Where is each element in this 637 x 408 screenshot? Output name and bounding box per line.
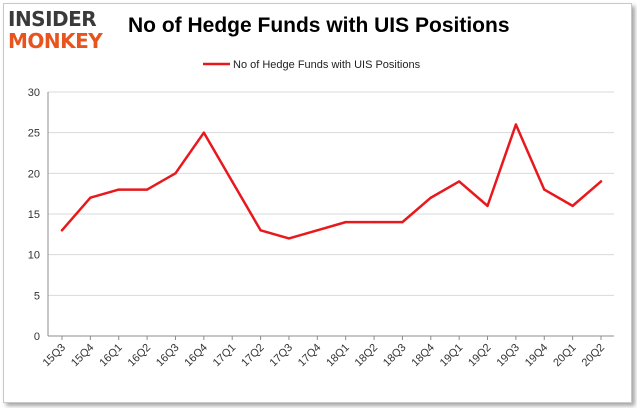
series-line (60, 123, 603, 240)
x-tick-label: 19Q4 (523, 342, 551, 370)
data-point (60, 229, 64, 232)
y-tick-labels: 0 5 10 15 20 25 30 (28, 87, 40, 343)
y-tick-label: 25 (28, 128, 40, 140)
x-tick-label: 17Q3 (268, 342, 296, 370)
data-point (543, 188, 546, 191)
x-tick-label: 18Q4 (409, 342, 437, 370)
x-tick-label: 18Q2 (353, 342, 381, 370)
x-tick-label: 19Q3 (494, 342, 522, 370)
x-tick-label: 16Q2 (126, 342, 154, 370)
x-tick-label: 19Q1 (438, 342, 466, 370)
y-tick-label: 5 (34, 290, 40, 302)
data-point (231, 180, 234, 183)
x-tick-label: 15Q4 (69, 342, 97, 370)
x-tick-label: 20Q2 (580, 342, 608, 370)
x-tick-label: 17Q1 (211, 342, 239, 370)
insider-monkey-logo: INSIDER MONKEY (8, 8, 118, 54)
data-point (372, 220, 376, 224)
x-tick-label: 18Q3 (381, 342, 409, 370)
x-tick-label: 15Q3 (41, 342, 69, 370)
y-tick-label: 0 (34, 331, 40, 343)
data-point (202, 131, 206, 134)
logo-text-bottom: MONKEY (8, 29, 103, 53)
y-tick-label: 20 (28, 168, 40, 180)
logo-text-top: INSIDER (8, 7, 97, 31)
data-point (571, 204, 574, 208)
data-point (145, 188, 149, 191)
chart-title: No of Hedge Funds with UIS Positions (128, 14, 510, 37)
x-tick-labels: 15Q3 15Q4 16Q1 16Q2 16Q3 16Q4 17Q1 17Q2 17Q3 17Q4… (41, 342, 608, 370)
x-tick-label: 17Q4 (296, 342, 324, 370)
legend: No of Hedge Funds with UIS Positions (203, 59, 421, 71)
data-point (457, 180, 461, 183)
x-tick-label: 18Q1 (324, 342, 352, 370)
x-tick-label: 19Q2 (466, 342, 494, 370)
y-tick-label: 15 (28, 209, 40, 221)
x-tick-label: 20Q1 (551, 342, 579, 370)
legend-label: No of Hedge Funds with UIS Positions (233, 59, 421, 71)
x-tick-label: 16Q3 (154, 342, 182, 370)
x-tick-label: 16Q1 (97, 342, 125, 370)
y-tick-label: 10 (28, 250, 40, 262)
data-point (89, 196, 92, 199)
y-tick-label: 30 (28, 87, 40, 99)
x-tick-label: 17Q2 (239, 342, 267, 370)
data-point (599, 180, 603, 183)
axes (47, 92, 614, 340)
data-point (401, 220, 404, 224)
data-point (344, 220, 347, 224)
data-point (316, 229, 319, 232)
data-point (117, 188, 120, 191)
data-point (259, 229, 262, 232)
series-layer (60, 123, 603, 240)
gridlines (48, 91, 614, 296)
data-point (174, 172, 177, 175)
data-point (429, 196, 432, 199)
data-point (287, 237, 291, 240)
data-point (486, 204, 489, 208)
data-point (514, 123, 518, 126)
x-tick-label: 16Q4 (182, 342, 210, 370)
